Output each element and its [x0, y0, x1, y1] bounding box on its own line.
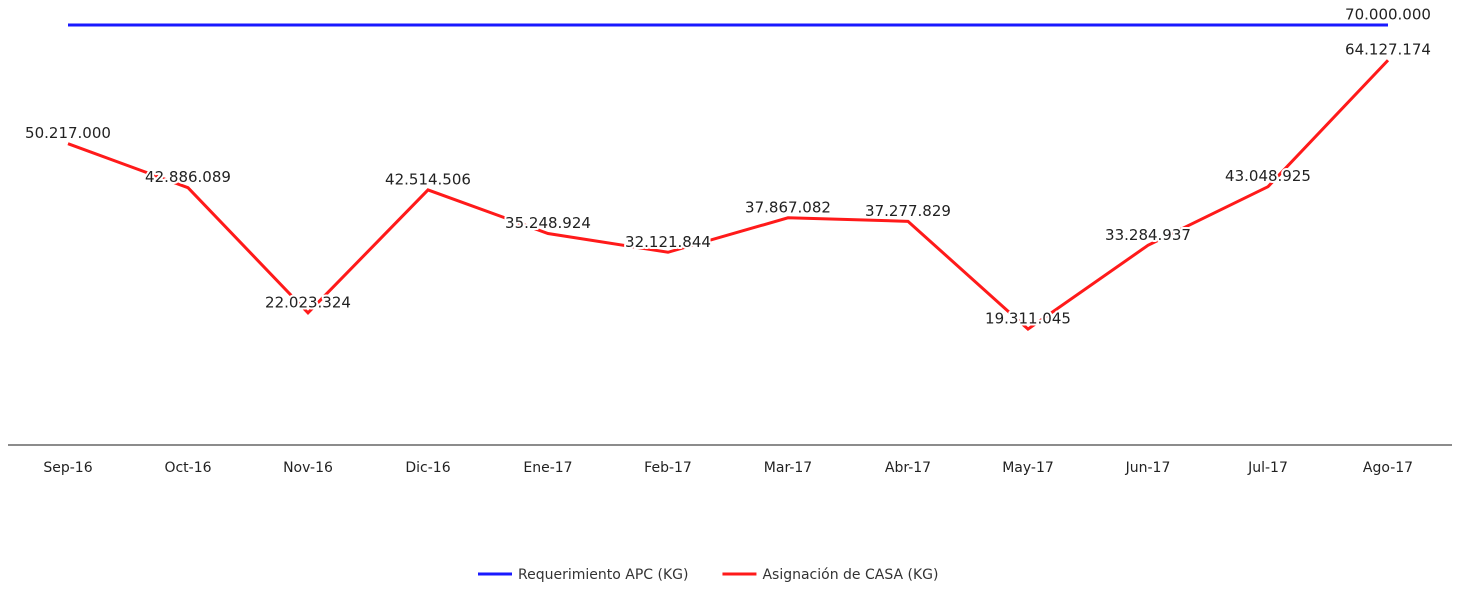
data-label: 19.311.045 — [985, 310, 1071, 328]
data-label: 42.886.089 — [145, 168, 231, 186]
data-label: 70.000.000 — [1345, 6, 1431, 24]
data-label: 22.023.324 — [265, 293, 351, 311]
x-tick-label: Mar-17 — [764, 460, 812, 476]
legend-label: Requerimiento APC (KG) — [518, 567, 688, 583]
data-label: 43.048.925 — [1225, 167, 1311, 185]
data-label: 33.284.937 — [1105, 226, 1191, 244]
x-tick-label: Jul-17 — [1247, 460, 1288, 476]
data-label: 42.514.506 — [385, 170, 471, 188]
data-label: 50.217.000 — [25, 124, 111, 142]
x-tick-label: Ago-17 — [1363, 460, 1413, 476]
legend-label: Asignación de CASA (KG) — [762, 567, 938, 583]
x-tick-label: Jun-17 — [1125, 460, 1171, 476]
x-tick-label: Sep-16 — [43, 460, 92, 476]
data-label: 64.127.174 — [1345, 41, 1431, 59]
x-tick-label: Abr-17 — [885, 460, 931, 476]
x-tick-label: Dic-16 — [405, 460, 450, 476]
series-line — [67, 59, 1390, 332]
data-label: 37.277.829 — [865, 202, 951, 220]
data-label: 32.121.844 — [625, 233, 711, 251]
x-tick-label: Nov-16 — [283, 460, 333, 476]
data-label: 35.248.924 — [505, 214, 591, 232]
x-tick-label: Feb-17 — [644, 460, 692, 476]
x-tick-label: Ene-17 — [523, 460, 572, 476]
x-tick-label: Oct-16 — [164, 460, 211, 476]
data-label: 37.867.082 — [745, 198, 831, 216]
x-tick-label: May-17 — [1002, 460, 1054, 476]
